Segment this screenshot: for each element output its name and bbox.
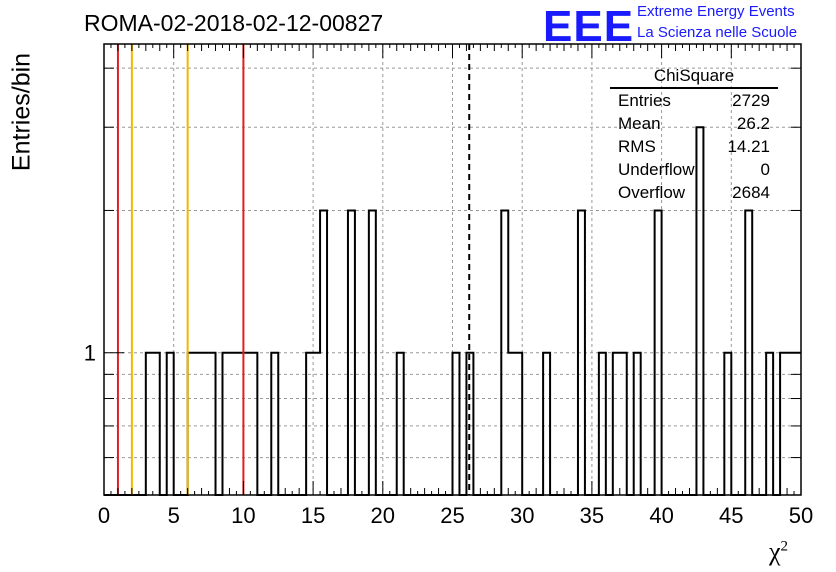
stat-label: Underflow	[618, 160, 695, 179]
x-tick-label: 10	[231, 503, 255, 528]
x-tick-label: 45	[719, 503, 743, 528]
stat-label: Mean	[618, 114, 661, 133]
x-tick-label: 30	[510, 503, 534, 528]
x-tick-label: 50	[789, 503, 813, 528]
stat-row-underflow: Underflow 0	[610, 158, 778, 181]
stat-value: 2729	[732, 91, 770, 110]
org-name-line1: Extreme Energy Events	[637, 3, 795, 20]
x-axis-label: χ2	[769, 537, 788, 567]
stat-value: 0	[760, 160, 770, 179]
chart-title: ROMA-02-2018-02-12-00827	[84, 10, 384, 36]
eee-logo: EEE	[543, 2, 635, 51]
stat-value: 26.2	[736, 114, 770, 133]
x-axis-label-superscript: 2	[780, 538, 789, 555]
stats-box: ChiSquare Entries 2729 Mean 26.2 RMS 14.21 …	[610, 66, 778, 204]
stat-label: RMS	[618, 137, 656, 156]
x-tick-label: 35	[580, 503, 604, 528]
stat-value: 2684	[732, 183, 770, 202]
stat-row-overflow: Overflow 2684	[610, 181, 778, 204]
stat-row-mean: Mean 26.2	[610, 112, 778, 135]
org-name-line2: La Scienza nelle Scuole	[637, 24, 798, 41]
stat-row-rms: RMS 14.21	[610, 135, 778, 158]
x-tick-label: 5	[168, 503, 180, 528]
stat-label: Overflow	[618, 183, 686, 202]
x-tick-label: 25	[440, 503, 464, 528]
x-tick-label: 15	[301, 503, 325, 528]
stat-row-entries: Entries 2729	[610, 89, 778, 112]
x-tick-label: 0	[98, 503, 110, 528]
stats-box-title: ChiSquare	[610, 66, 778, 89]
x-axis-label-symbol: χ	[769, 537, 781, 566]
x-tick-label: 20	[371, 503, 395, 528]
y-axis-label: Entries/bin	[7, 52, 36, 172]
x-tick-label: 40	[649, 503, 673, 528]
stat-value: 14.21	[727, 137, 770, 156]
stat-label: Entries	[618, 91, 671, 110]
y-tick-label: 1	[84, 341, 96, 366]
